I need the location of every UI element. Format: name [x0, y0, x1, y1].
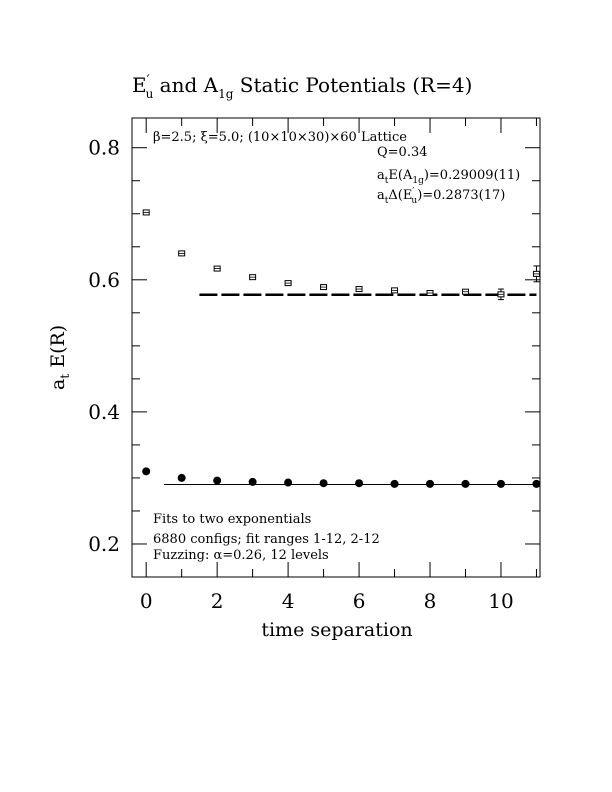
y-tick-labels: 0.2 0.4 0.6 0.8 — [88, 136, 120, 556]
filled-circle-point — [355, 479, 364, 488]
x-tick-label: 4 — [282, 589, 295, 613]
data-points — [142, 209, 541, 488]
q-annotation: Q=0.34 — [377, 145, 428, 160]
x-tick-label: 0 — [140, 589, 153, 613]
y-axis-label: at E(R) — [47, 325, 72, 390]
filled-circle-point — [213, 476, 222, 485]
x-tick-labels: 0 2 4 6 8 10 — [140, 589, 514, 613]
filled-circle-point — [319, 479, 328, 488]
filled-circle-point — [177, 473, 186, 482]
filled-circle-point — [390, 479, 399, 488]
y-tick-label: 0.4 — [88, 400, 120, 424]
fit-note-2: 6880 configs; fit ranges 1-12, 2-12 — [153, 532, 380, 547]
y-tick-label: 0.6 — [88, 268, 120, 292]
filled-circle-point — [248, 477, 257, 486]
plot-frame — [131, 117, 541, 578]
fit-result-eu: atΔ(E′ u)=0.2873(17) — [377, 187, 505, 206]
filled-circle-point — [461, 479, 470, 488]
fit-note-1: Fits to two exponentials — [153, 512, 311, 527]
filled-circle-point — [532, 479, 541, 488]
filled-circle-point — [426, 479, 435, 488]
y-tick-label: 0.2 — [88, 532, 120, 556]
fit-note-3: Fuzzing: α=0.26, 12 levels — [153, 548, 329, 563]
filled-circle-point — [284, 478, 293, 487]
chart-title: E′ u and A1g Static Potentials (R=4) — [132, 73, 472, 101]
fit-result-a1g: atE(A1g)=0.29009(11) — [377, 168, 520, 186]
fit-lines — [163, 293, 537, 485]
x-tick-label: 8 — [424, 589, 437, 613]
filled-circle-point — [142, 467, 151, 476]
x-tick-label: 2 — [211, 589, 224, 613]
x-tick-label: 10 — [488, 589, 513, 613]
filled-circle-point — [496, 479, 505, 488]
x-axis-label: time separation — [261, 619, 412, 641]
axis-ticks — [132, 118, 540, 578]
x-tick-label: 6 — [353, 589, 366, 613]
y-tick-label: 0.8 — [88, 136, 120, 160]
lattice-annotation: β=2.5; ξ=5.0; (10×10×30)×60 Lattice — [153, 130, 407, 145]
